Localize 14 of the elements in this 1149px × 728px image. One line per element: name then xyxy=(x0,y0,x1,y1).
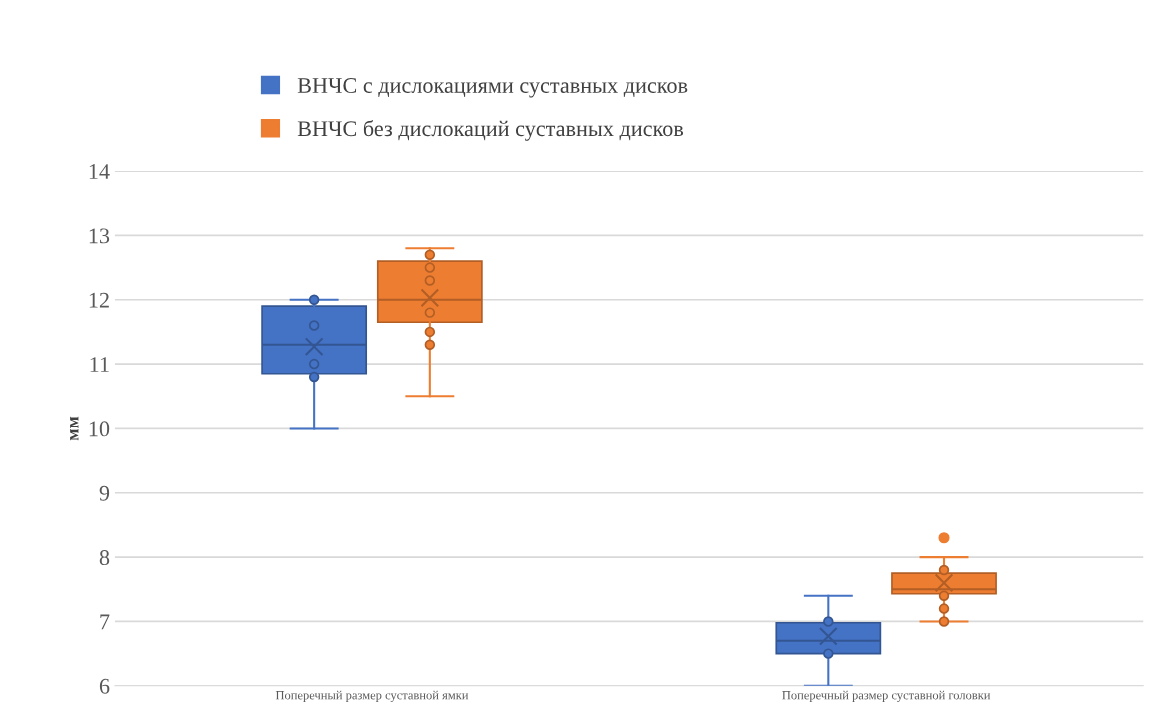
y-tick-label: 13 xyxy=(89,228,110,244)
y-tick-label: 7 xyxy=(100,614,110,630)
y-tick-label: 9 xyxy=(99,485,110,501)
y-tick-label: 6 xyxy=(99,678,110,694)
y-tick-label: 12 xyxy=(89,292,109,308)
y-axis-title: мм xyxy=(70,416,79,441)
x-tick-label: Поперечный размер суставной головки xyxy=(782,690,991,702)
y-tick-label: 11 xyxy=(90,357,109,372)
legend-label: ВНЧС с дислокациями суставных дисков xyxy=(297,78,688,98)
y-tick-label: 14 xyxy=(89,164,110,179)
y-tick-label: 8 xyxy=(99,550,110,566)
y-tick-label: 10 xyxy=(89,421,110,437)
x-tick-label: Поперечный размер суставной ямки xyxy=(275,690,469,702)
legend-label: ВНЧС без дислокаций суставных дисков xyxy=(297,120,684,141)
